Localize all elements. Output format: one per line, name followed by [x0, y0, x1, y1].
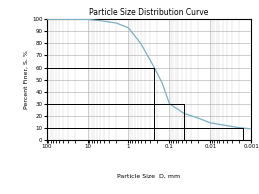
Title: Particle Size Distribution Curve: Particle Size Distribution Curve: [89, 8, 208, 17]
Y-axis label: Percent Finer, S, %: Percent Finer, S, %: [24, 50, 29, 109]
X-axis label: Particle Size  D, mm: Particle Size D, mm: [117, 174, 181, 179]
